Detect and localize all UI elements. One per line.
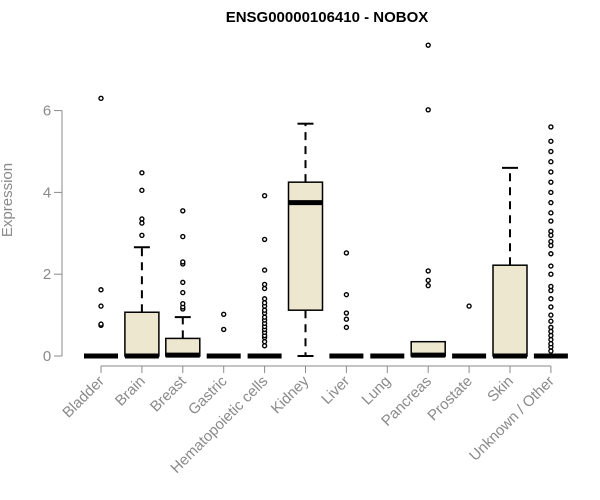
outlier-6-0 — [343, 324, 350, 331]
outlier-2-3 — [180, 289, 186, 296]
outlier-1-0 — [139, 232, 145, 239]
outlier-2-8 — [180, 208, 186, 214]
outlier-3-0 — [220, 326, 227, 333]
category-label-2: Breast — [147, 372, 190, 415]
chart-title: ENSG00000106410 - NOBOX — [226, 9, 429, 26]
outlier-11-13 — [548, 271, 554, 277]
outlier-11-7 — [548, 318, 554, 324]
box-8 — [410, 42, 446, 358]
box-3 — [206, 311, 241, 359]
outlier-11-6 — [548, 324, 554, 331]
outlier-11-23 — [548, 189, 554, 196]
category-label-9: Prostate — [424, 373, 476, 425]
outlier-2-7 — [180, 233, 186, 240]
y-axis: 0 2 4 6 — [43, 103, 63, 365]
outlier-11-17 — [548, 238, 554, 245]
box-1 — [124, 170, 160, 359]
box-0 — [84, 95, 118, 359]
outlier-1-4 — [139, 170, 145, 176]
outlier-4-17 — [261, 267, 268, 273]
outlier-8-4 — [425, 42, 431, 48]
outlier-0-1 — [98, 321, 104, 327]
outlier-2-6 — [180, 259, 186, 265]
outlier-6-2 — [343, 310, 350, 316]
outlier-4-18 — [261, 236, 268, 243]
box-4 — [247, 192, 282, 359]
outlier-11-9 — [548, 304, 554, 310]
outlier-0-3 — [98, 287, 104, 293]
outlier-11-24 — [548, 179, 554, 185]
outlier-6-1 — [343, 316, 350, 322]
outlier-11-15 — [548, 251, 554, 257]
box-9 — [452, 303, 487, 359]
outlier-1-3 — [139, 187, 145, 194]
iqr-box-1 — [124, 311, 160, 357]
outlier-0-4 — [98, 95, 104, 102]
outlier-11-14 — [548, 263, 554, 269]
outlier-8-2 — [425, 268, 431, 274]
outlier-11-10 — [548, 296, 554, 302]
outlier-11-19 — [548, 228, 554, 234]
outlier-2-4 — [180, 279, 186, 286]
box-5 — [287, 122, 324, 357]
box-2 — [165, 208, 201, 358]
outlier-11-28 — [548, 138, 554, 144]
y-tick-label-1: 2 — [43, 266, 51, 283]
category-label-5: Kidney — [268, 372, 313, 417]
box-10 — [492, 166, 528, 359]
outlier-11-25 — [548, 169, 554, 175]
box-6 — [329, 250, 364, 359]
outlier-11-26 — [548, 159, 554, 165]
outlier-11-20 — [548, 218, 554, 224]
outlier-4-14 — [261, 296, 268, 302]
y-tick-label-3: 6 — [43, 103, 51, 120]
outlier-11-12 — [548, 283, 554, 290]
category-label-7: Lung — [359, 373, 395, 409]
y-axis-label: Expression — [0, 163, 16, 237]
outlier-1-2 — [139, 216, 145, 222]
category-label-6: Liver — [318, 373, 353, 408]
box-11 — [533, 124, 568, 359]
outlier-6-4 — [343, 250, 350, 256]
outlier-11-22 — [548, 199, 554, 206]
outlier-4-19 — [261, 192, 268, 199]
outlier-11-27 — [548, 148, 554, 155]
y-tick-label-2: 4 — [43, 184, 51, 201]
y-tick-label-0: 0 — [43, 348, 51, 365]
category-label-10: Skin — [484, 373, 517, 406]
outlier-2-2 — [180, 300, 186, 307]
outlier-3-1 — [220, 311, 227, 317]
boxes-layer — [84, 42, 568, 359]
category-label-1: Brain — [112, 373, 149, 410]
outlier-11-8 — [548, 312, 554, 318]
outlier-8-0 — [425, 282, 431, 289]
outlier-6-3 — [343, 291, 350, 298]
outlier-11-21 — [548, 210, 554, 216]
outlier-9-0 — [466, 303, 472, 309]
outlier-0-2 — [98, 303, 104, 309]
category-label-0: Bladder — [59, 373, 108, 422]
outlier-11-29 — [548, 124, 554, 130]
outlier-8-1 — [425, 277, 431, 284]
outlier-4-16 — [261, 281, 268, 288]
iqr-box-10 — [492, 264, 528, 357]
outlier-8-3 — [425, 107, 431, 113]
